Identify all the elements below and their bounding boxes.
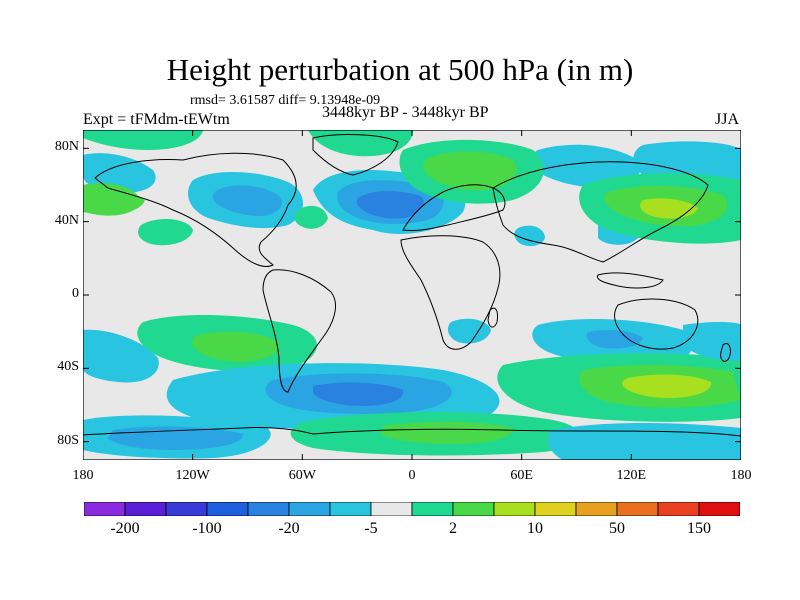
- indonesia-coast: [596, 272, 664, 289]
- colorbar-label: 10: [527, 520, 543, 537]
- lon-tick-label: 120E: [616, 468, 647, 483]
- colorbar-swatch: [124, 502, 167, 516]
- se-pacific-high-inner: [192, 331, 279, 362]
- n-america-low-core: [212, 185, 282, 216]
- north-america-coast: [94, 152, 297, 267]
- season-label: JJA: [715, 111, 740, 128]
- colorbar-swatch: [206, 502, 249, 516]
- lat-tick-marks: [83, 147, 741, 443]
- s-atlantic-low-core: [313, 382, 404, 406]
- colorbar-swatch: [370, 502, 413, 516]
- n-atlantic-small-high: [294, 205, 328, 229]
- colorbar-swatch: [329, 502, 372, 516]
- colorbar-swatch: [84, 502, 126, 516]
- colorbar-swatch: [452, 502, 495, 516]
- lon-tick-label: 60E: [510, 468, 533, 483]
- colorbar-swatch: [411, 502, 454, 516]
- nw-pacific-high: [83, 190, 145, 214]
- lon-tick-marks: [83, 130, 741, 460]
- mozambique-low: [447, 318, 491, 344]
- rmsd-stats: rmsd= 3.61587 diff= 9.13948e-09: [190, 93, 381, 108]
- lon-tick-label: 180: [72, 468, 94, 483]
- asia-coast: [492, 161, 709, 263]
- s-ocean-high-inner: [381, 421, 514, 444]
- eurasia-high-inner: [423, 151, 517, 191]
- period-label: 3448kyr BP - 3448kyr BP: [322, 104, 489, 121]
- colorbar-swatch: [575, 502, 618, 516]
- colorbar-swatch: [288, 502, 331, 516]
- e-australia-low: [683, 321, 741, 361]
- lat-tick-label: 80S: [57, 432, 79, 448]
- colorbar-label: -20: [278, 520, 300, 537]
- africa-coast: [400, 235, 501, 350]
- s-indian-low-core: [586, 330, 643, 349]
- s-pacific-high-core: [622, 374, 712, 398]
- lat-tick-label: 80N: [54, 139, 79, 155]
- colorbar-swatch: [657, 502, 700, 516]
- colorbar-label: -200: [110, 520, 140, 537]
- map-panel: [83, 130, 741, 460]
- lon-tick-label: 60W: [288, 468, 316, 483]
- colorbar-swatch: [493, 502, 536, 516]
- lat-tick-label: 40S: [57, 359, 79, 375]
- colorbar-label: -100: [192, 520, 222, 537]
- lat-tick-label: 40N: [54, 212, 79, 228]
- anomaly-field: [83, 130, 741, 460]
- colorbar-swatch: [247, 502, 290, 516]
- antarctica-coast: [83, 426, 741, 437]
- experiment-label: Expt = tFMdm-tEWtm: [83, 111, 230, 128]
- south-america-coast: [262, 269, 336, 393]
- lon-tick-label: 120W: [175, 468, 210, 483]
- lon-tick-label: 180: [730, 468, 752, 483]
- arctic-high: [83, 130, 203, 150]
- coastlines: [83, 134, 741, 437]
- madagascar-coast: [487, 307, 498, 328]
- lat-tick-label: 0: [72, 286, 79, 301]
- mid-atlantic-high: [138, 218, 193, 246]
- plot-title: Height perturbation at 500 hPa (in m): [166, 52, 634, 87]
- colorbar-swatch: [165, 502, 208, 516]
- colorbar-swatch: [534, 502, 577, 516]
- australia-coast: [614, 298, 699, 350]
- e-asia-high-core: [640, 198, 698, 219]
- antarctic-low-east: [547, 423, 741, 460]
- colorbar-label: -5: [364, 520, 378, 537]
- colorbar-swatch: [616, 502, 659, 516]
- n-atlantic-low-core: [356, 191, 424, 219]
- colorbar-label: 2: [449, 520, 457, 537]
- subtropic-small-low: [514, 225, 545, 247]
- colorbar-swatch: [698, 502, 740, 516]
- colorbar-label: 50: [609, 520, 625, 537]
- s-pacific-low-west: [83, 329, 159, 383]
- colorbar: [84, 502, 740, 516]
- europe-coast: [402, 184, 506, 231]
- new-zealand-coast: [720, 343, 731, 362]
- greenland-high: [308, 130, 413, 157]
- colorbar-label: 150: [687, 520, 711, 537]
- greenland-coast: [312, 134, 399, 176]
- lon-tick-label: 0: [408, 468, 416, 483]
